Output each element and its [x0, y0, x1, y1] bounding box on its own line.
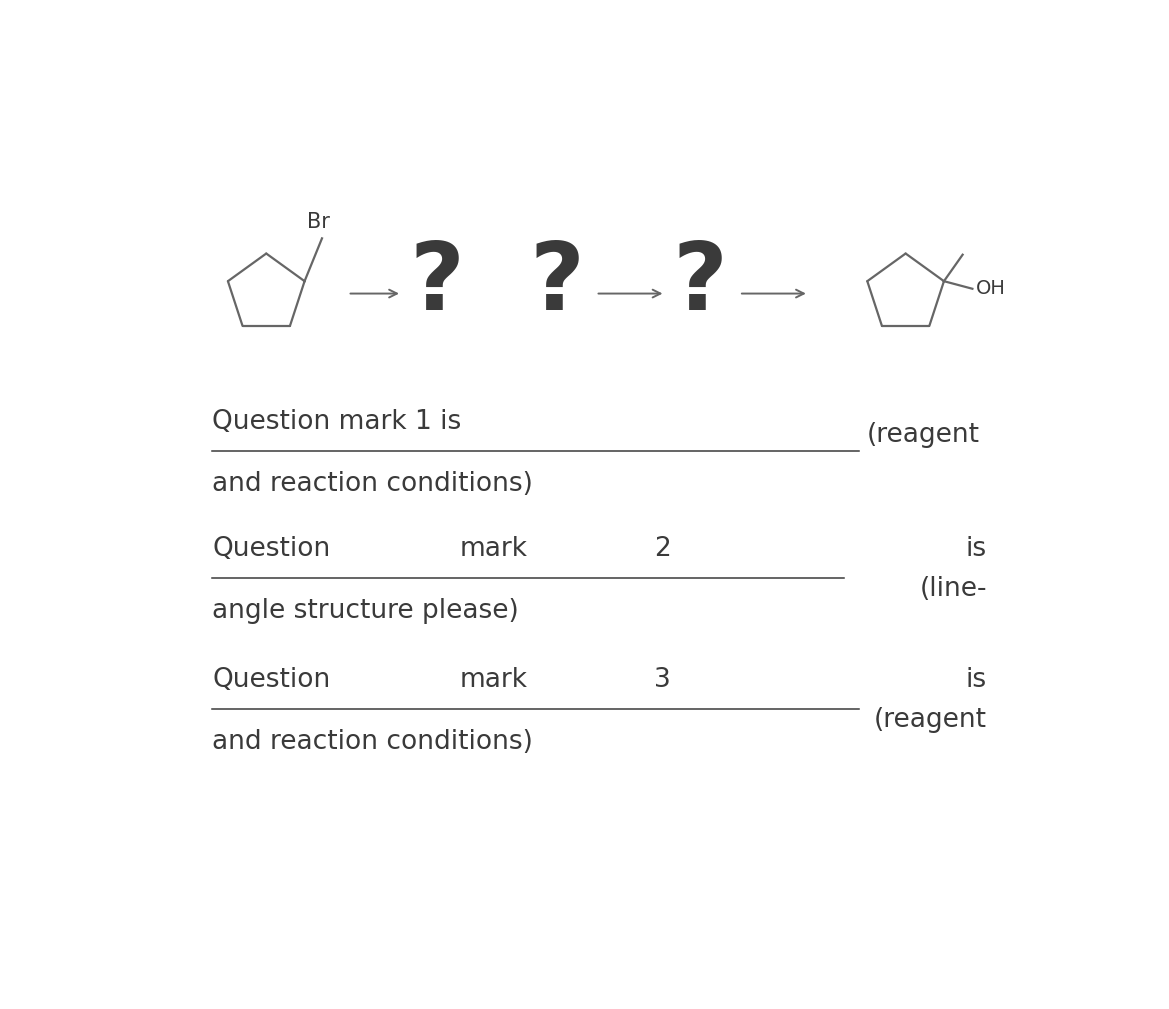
- Text: OH: OH: [975, 279, 1005, 299]
- Text: and reaction conditions): and reaction conditions): [212, 470, 533, 496]
- Text: mark: mark: [459, 667, 528, 693]
- Text: angle structure please): angle structure please): [212, 597, 519, 624]
- Text: and reaction conditions): and reaction conditions): [212, 728, 533, 755]
- Text: is: is: [966, 536, 987, 562]
- Text: 3: 3: [653, 667, 671, 693]
- Text: (reagent: (reagent: [874, 707, 987, 734]
- Text: 2: 2: [653, 536, 671, 562]
- Text: mark: mark: [459, 536, 528, 562]
- Text: Question: Question: [212, 667, 331, 693]
- Text: (line-: (line-: [920, 576, 987, 602]
- Text: Question: Question: [212, 536, 331, 562]
- Text: ?: ?: [673, 238, 727, 330]
- Text: is: is: [966, 667, 987, 693]
- Text: Question mark 1 is: Question mark 1 is: [212, 409, 462, 435]
- Text: Br: Br: [306, 212, 330, 232]
- Text: ?: ?: [530, 238, 584, 330]
- Text: (reagent: (reagent: [867, 423, 980, 448]
- Text: ?: ?: [409, 238, 464, 330]
